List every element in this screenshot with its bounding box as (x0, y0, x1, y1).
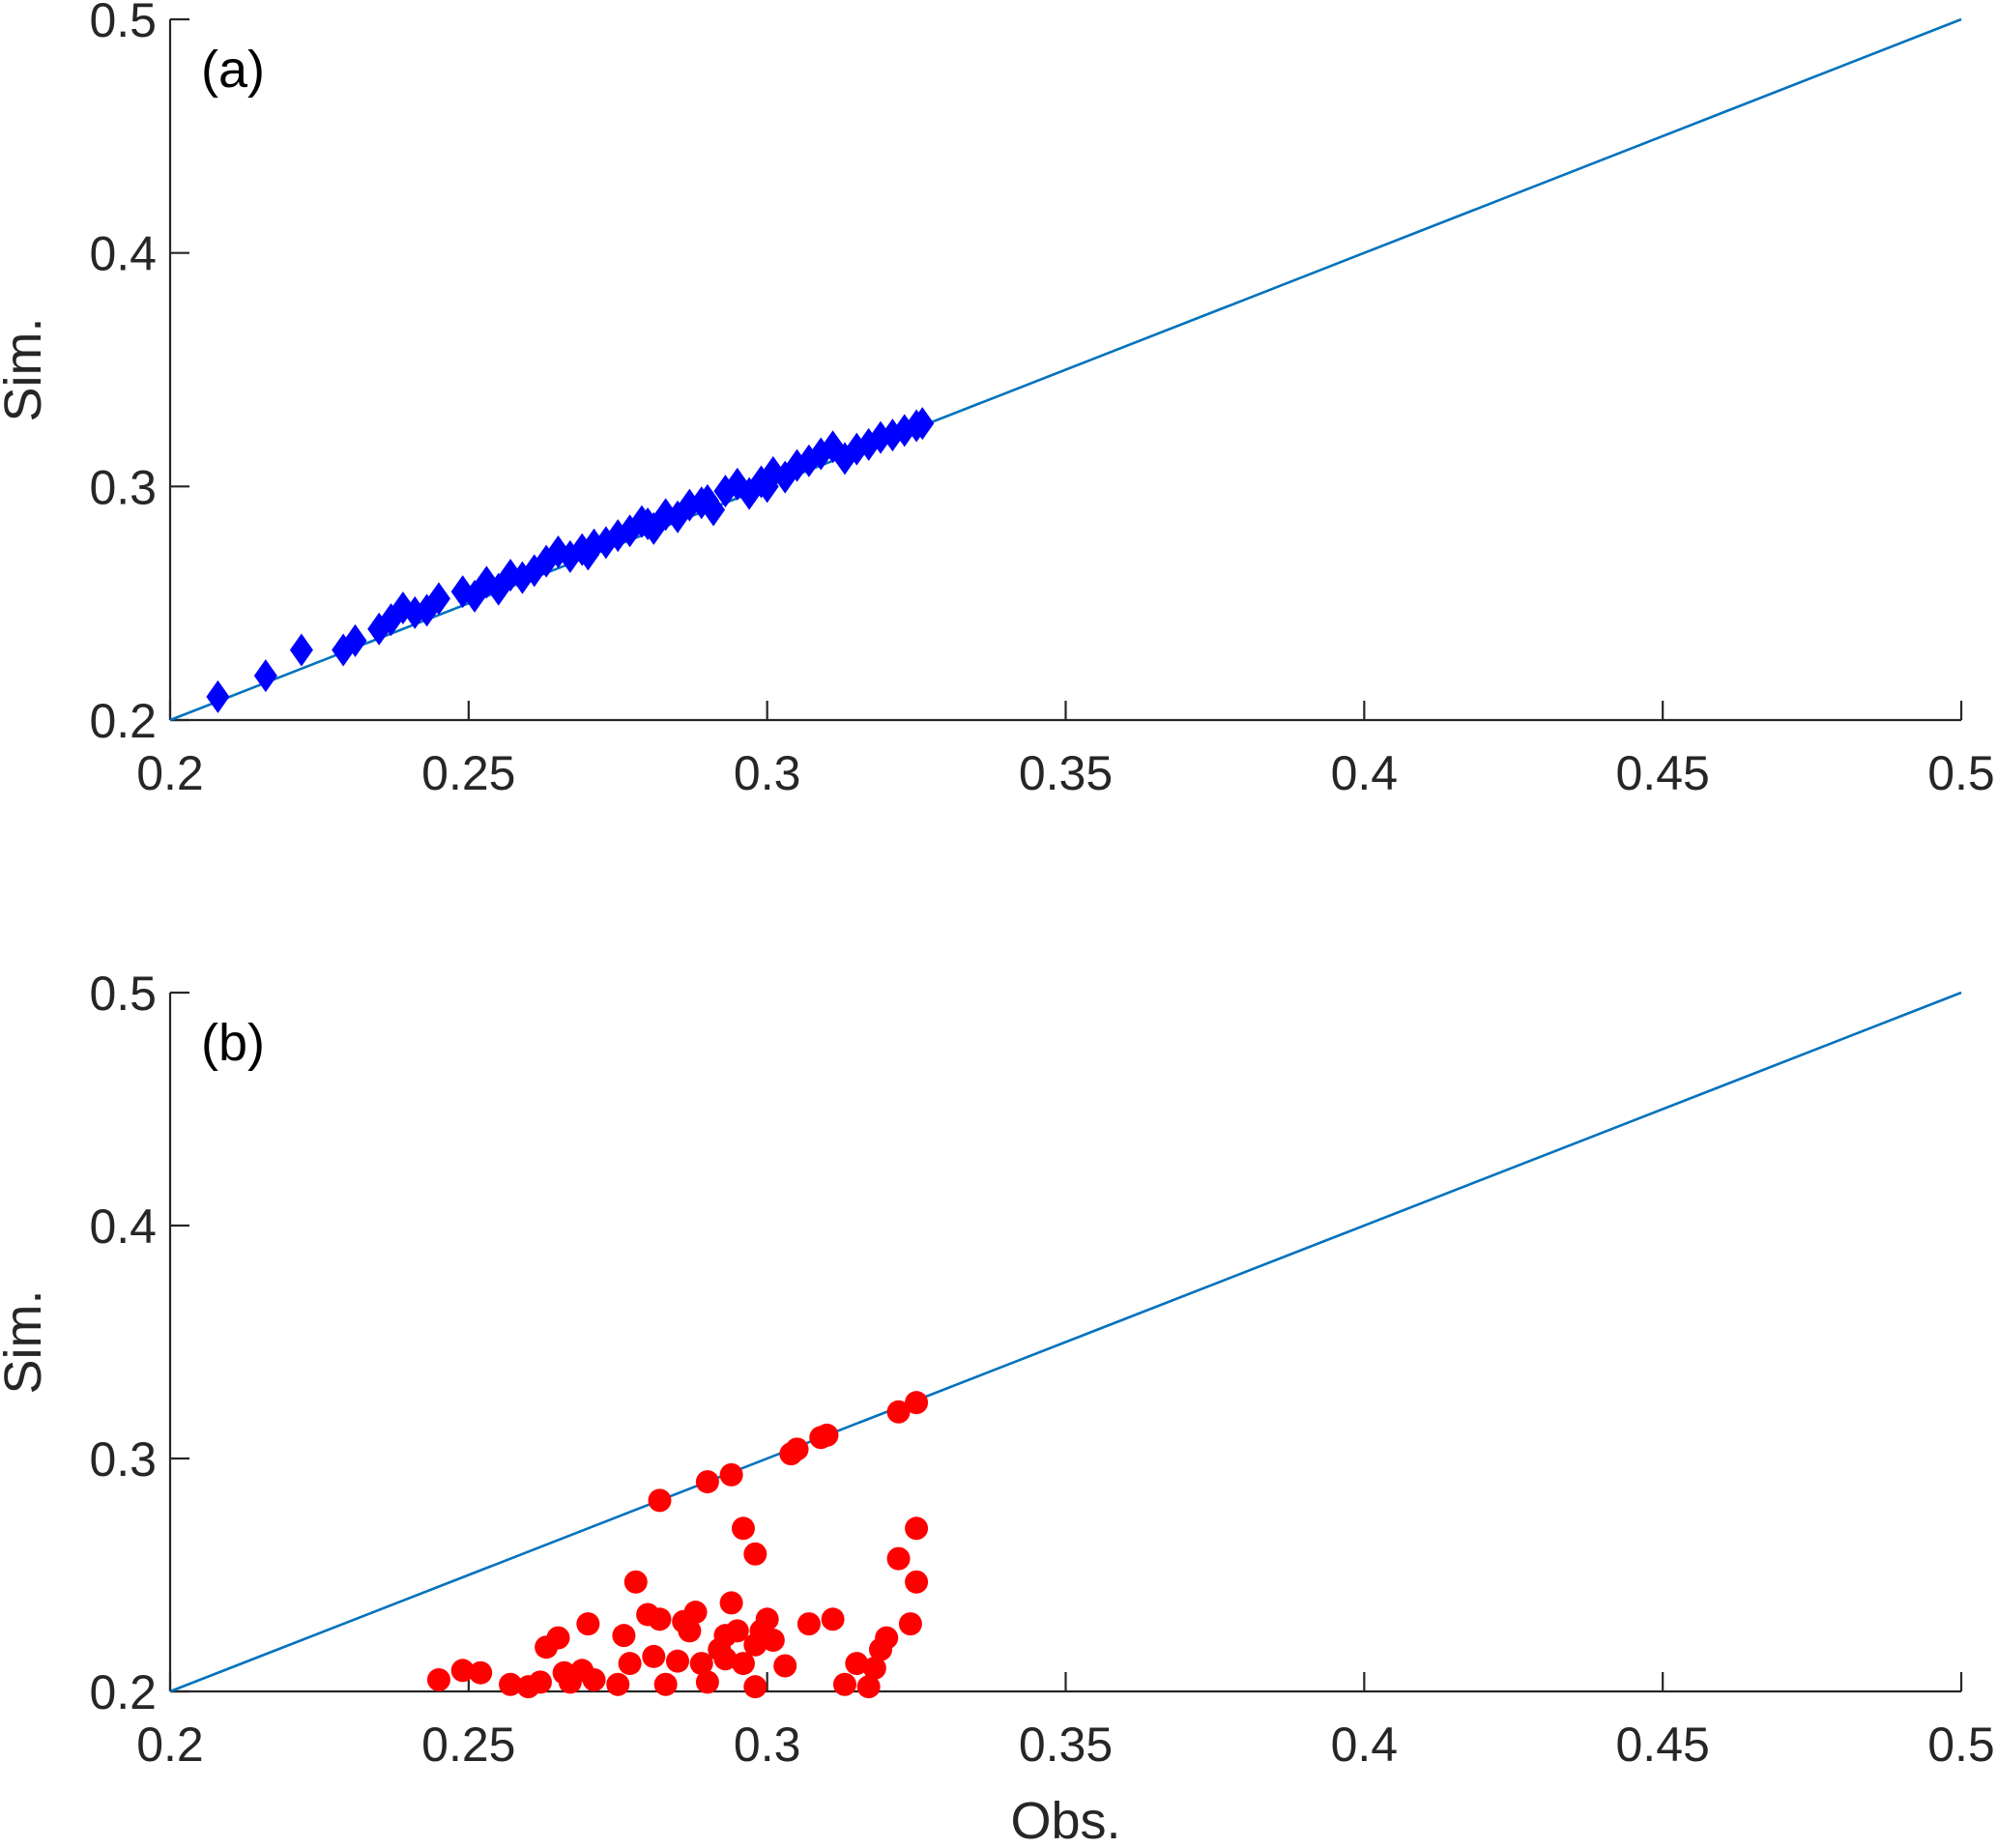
data-point-circle (898, 1612, 922, 1636)
x-tick-label: 0.4 (1331, 746, 1399, 800)
data-point-circle (683, 1601, 708, 1625)
data-point-circle (450, 1659, 475, 1683)
x-tick-label: 0.5 (1927, 746, 1995, 800)
data-point-circle (761, 1628, 785, 1652)
data-point-diamond (343, 623, 367, 657)
x-axis-title: Obs. (1010, 1792, 1120, 1848)
data-point-circle (725, 1619, 749, 1643)
one-to-one-line (169, 991, 1962, 1693)
data-point-diamond (911, 407, 935, 441)
data-point-circle (886, 1546, 911, 1571)
data-point-circle (612, 1624, 636, 1648)
data-point-circle (582, 1667, 606, 1691)
data-point-circle (862, 1656, 886, 1680)
data-point-circle (815, 1423, 839, 1447)
y-tick-label: 0.3 (89, 460, 157, 514)
data-point-circle (832, 1672, 856, 1696)
y-axis-title: Sim. (0, 318, 52, 422)
data-point-circle (648, 1488, 672, 1513)
x-tick-label: 0.45 (1616, 746, 1710, 800)
data-point-circle (731, 1652, 755, 1676)
x-tick-label: 0.35 (1019, 1718, 1113, 1772)
data-point-circle (678, 1619, 702, 1643)
data-point-circle (905, 1391, 929, 1415)
data-point-circle (743, 1675, 767, 1699)
y-tick-label: 0.2 (89, 694, 157, 748)
data-point-diamond (755, 470, 779, 504)
data-point-diamond (253, 659, 277, 693)
data-point-circle (731, 1516, 755, 1541)
data-point-circle (648, 1607, 672, 1631)
data-point-circle (905, 1516, 929, 1541)
y-tick-label: 0.5 (89, 967, 157, 1021)
data-point-circle (528, 1670, 552, 1694)
data-point-diamond (426, 582, 450, 616)
data-point-circle (695, 1670, 719, 1694)
data-point-circle (666, 1649, 690, 1673)
data-point-circle (856, 1675, 881, 1699)
data-point-circle (713, 1647, 738, 1671)
panel-b: 0.2 0.25 0.3 0.35 0.4 0.45 0.5 0.2 0.3 0.4 0.5 Sim.… (0, 967, 1995, 1848)
data-point-diamond (725, 467, 749, 501)
data-point-diamond (576, 537, 600, 571)
data-point-circle (845, 1652, 869, 1676)
data-point-circle (606, 1672, 630, 1696)
x-tick-label: 0.5 (1927, 1718, 1995, 1772)
data-point-circle (689, 1652, 713, 1676)
x-tick-label: 0.25 (421, 746, 515, 800)
panel-a: 0.2 0.25 0.3 0.35 0.4 0.45 0.5 0.2 0.3 0.4 0.5 Sim.… (0, 0, 1995, 800)
data-point-circle (546, 1626, 570, 1650)
data-point-diamond (695, 483, 719, 517)
data-point-circle (618, 1652, 642, 1676)
data-point-circle (821, 1607, 845, 1631)
y-tick-label: 0.3 (89, 1432, 157, 1487)
y-tick-label: 0.5 (89, 0, 157, 47)
panel-label: (a) (201, 41, 265, 99)
y-tick-label: 0.2 (89, 1665, 157, 1719)
data-point-circle (875, 1626, 899, 1650)
data-point-circle (773, 1654, 797, 1678)
data-point-diamond (636, 507, 660, 540)
data-point-circle (886, 1400, 911, 1424)
data-point-circle (719, 1462, 743, 1487)
data-point-circle (653, 1672, 678, 1696)
x-tick-label: 0.25 (421, 1718, 515, 1772)
data-point-circle (755, 1607, 779, 1631)
data-point-diamond (206, 679, 230, 713)
data-point-circle (719, 1591, 743, 1615)
x-tick-label: 0.3 (734, 746, 801, 800)
data-point-circle (796, 1612, 821, 1636)
data-point-circle (623, 1570, 648, 1594)
panel-label: (b) (201, 1014, 265, 1072)
data-point-circle (576, 1612, 600, 1636)
data-point-circle (785, 1437, 809, 1461)
x-tick-label: 0.3 (734, 1718, 801, 1772)
data-point-circle (743, 1542, 767, 1566)
data-point-diamond (289, 633, 313, 667)
x-tick-label: 0.45 (1616, 1718, 1710, 1772)
y-tick-label: 0.4 (89, 227, 157, 281)
x-tick-label: 0.35 (1019, 746, 1113, 800)
data-point-circle (642, 1644, 666, 1668)
x-tick-label: 0.2 (136, 1718, 204, 1772)
x-tick-label: 0.2 (136, 746, 204, 800)
data-point-circle (426, 1667, 450, 1691)
y-tick-label: 0.4 (89, 1199, 157, 1254)
data-point-circle (499, 1672, 523, 1696)
x-tick-label: 0.4 (1331, 1718, 1399, 1772)
data-point-circle (695, 1470, 719, 1494)
data-point-circle (469, 1660, 493, 1685)
data-point-circle (905, 1570, 929, 1594)
y-axis-title: Sim. (0, 1290, 52, 1395)
